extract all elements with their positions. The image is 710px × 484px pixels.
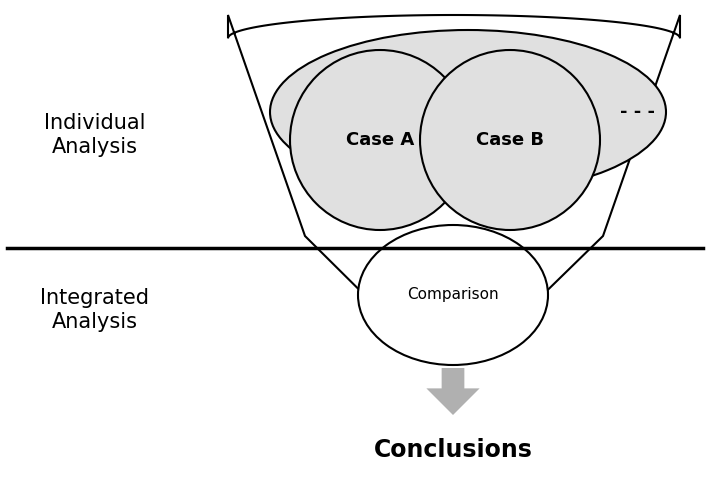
Text: Individual
Analysis: Individual Analysis	[44, 113, 146, 157]
Text: Conclusions: Conclusions	[373, 438, 532, 462]
Ellipse shape	[420, 50, 600, 230]
Ellipse shape	[358, 225, 548, 365]
Ellipse shape	[290, 50, 470, 230]
Text: Comparison: Comparison	[408, 287, 499, 302]
Text: Case A: Case A	[346, 131, 414, 149]
Text: - - -: - - -	[621, 103, 655, 121]
Ellipse shape	[270, 30, 666, 194]
Polygon shape	[228, 15, 680, 358]
Text: Integrated
Analysis: Integrated Analysis	[40, 288, 150, 332]
Polygon shape	[427, 368, 480, 415]
Text: Case B: Case B	[476, 131, 544, 149]
